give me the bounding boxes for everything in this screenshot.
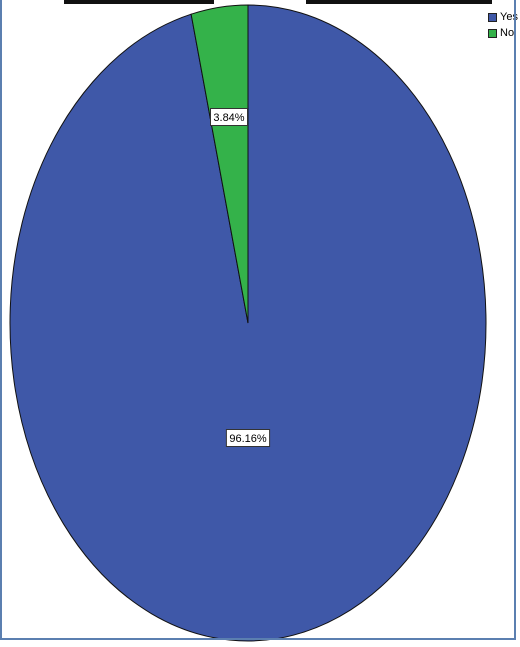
legend-swatch-yes xyxy=(488,12,497,22)
title-fragment-right xyxy=(306,0,492,4)
data-label-yes: 96.16% xyxy=(225,429,271,447)
legend-item-no: No xyxy=(488,25,518,41)
data-label-no: 3.84% xyxy=(210,108,248,126)
legend-item-yes: Yes xyxy=(488,9,518,25)
legend-label-yes: Yes xyxy=(500,11,518,23)
svg-text:3.84%: 3.84% xyxy=(213,112,244,124)
legend-label-no: No xyxy=(500,27,515,39)
svg-text:96.16%: 96.16% xyxy=(229,433,267,445)
legend: Yes No xyxy=(488,9,518,41)
legend-swatch-no xyxy=(488,28,497,38)
title-fragment-left xyxy=(64,0,214,4)
pie-slice-no xyxy=(190,4,249,324)
